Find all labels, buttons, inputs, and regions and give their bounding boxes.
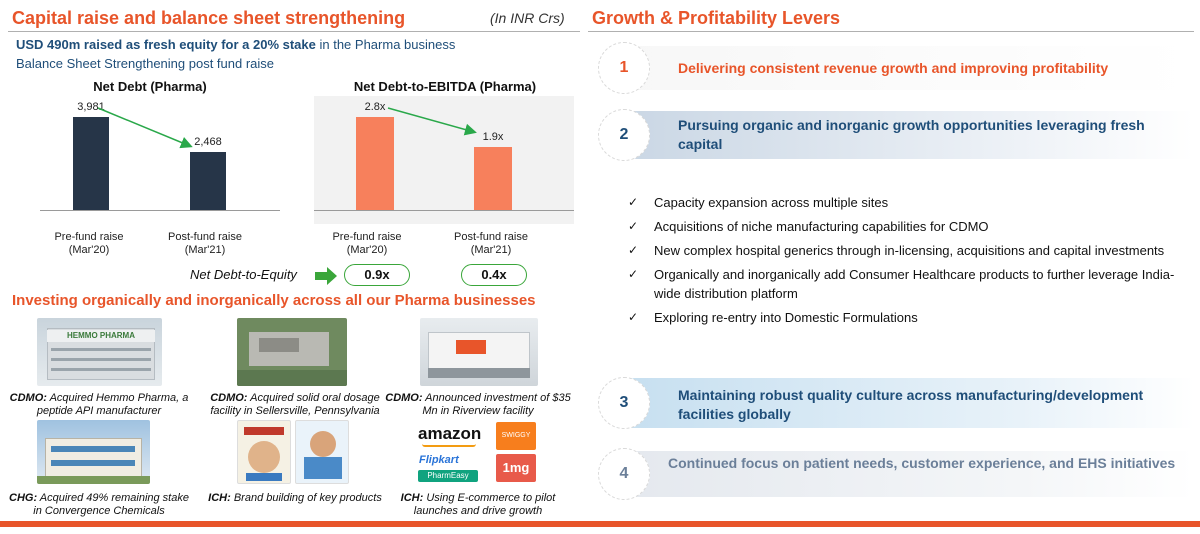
fund-raise-highlight: USD 490m raised as fresh equity for a 20… — [16, 37, 316, 52]
net-debt-bar-pre — [73, 117, 109, 210]
net-debt-xlabel-pre: Pre-fund raise (Mar'20) — [54, 231, 124, 256]
sellersville-facility-photo — [237, 318, 347, 386]
lever-3-number: 3 — [619, 394, 629, 411]
fund-raise-summary: USD 490m raised as fresh equity for a 20… — [16, 37, 455, 52]
debt-ebitda-bar-pre — [356, 117, 394, 210]
1mg-logo: 1mg — [496, 454, 536, 482]
check-icon: ✓ — [628, 267, 639, 281]
net-debt-to-equity-label: Net Debt-to-Equity — [190, 267, 297, 282]
fund-raise-rest: in the Pharma business — [315, 37, 456, 52]
net-debt-value-pre: 3,981 — [77, 101, 105, 113]
left-title-divider — [8, 31, 580, 32]
debt-ebitda-chart: 2.8x 1.9x — [314, 96, 574, 224]
lever-2-number: 2 — [619, 126, 629, 143]
equity-pre-pill: 0.9x — [344, 264, 410, 286]
lever-3-band — [616, 378, 1194, 428]
net-debt-chart: 3,981 2,468 — [40, 96, 280, 224]
convergence-chemicals-photo — [37, 420, 150, 484]
debt-ebitda-xlabel-pre: Pre-fund raise (Mar'20) — [332, 231, 402, 256]
lever-4-text: Continued focus on patient needs, custom… — [668, 455, 1176, 471]
right-section-title: Growth & Profitability Levers — [592, 8, 841, 28]
left-section-title: Capital raise and balance sheet strength… — [12, 8, 406, 28]
check-icon: ✓ — [628, 195, 639, 209]
flipkart-logo: Flipkart — [419, 454, 459, 466]
bullet-item: ✓ Exploring re-entry into Domestic Formul… — [628, 310, 918, 325]
net-debt-trend-arrow — [97, 107, 193, 149]
caption-convergence: CHG: Acquired 49% remaining stake in Con… — [9, 492, 189, 517]
debt-ebitda-trend-arrow — [387, 107, 477, 136]
net-debt-value-post: 2,468 — [194, 136, 222, 148]
debt-ebitda-value-pre: 2.8x — [364, 101, 386, 113]
hemmo-pharma-sign: HEMMO PHARMA — [67, 331, 135, 340]
net-debt-bar-post — [190, 152, 226, 210]
bullet-item: ✓ Capacity expansion across multiple site… — [628, 195, 889, 210]
ecommerce-logos: amazon Flipkart PharmEasy SWIGGY 1mg — [418, 420, 542, 484]
net-debt-chart-title: Net Debt (Pharma) — [93, 79, 207, 94]
debt-ebitda-baseline — [314, 210, 574, 211]
caption-sellersville: CDMO: Acquired solid oral dosage facilit… — [210, 392, 380, 417]
bullet-item: ✓ Organically and inorganically add Consu… — [628, 267, 1175, 301]
bullet-item: ✓ Acquisitions of niche manufacturing cap… — [628, 219, 989, 234]
lever-1-text: Delivering consistent revenue growth and… — [678, 60, 1109, 76]
caption-ich-brand: ICH: Brand building of key products — [208, 492, 382, 504]
debt-ebitda-bar-post — [474, 147, 512, 210]
caption-riverview: CDMO: Announced investment of $35 Mn in … — [385, 392, 571, 417]
investing-section-title: Investing organically and inorganically … — [12, 292, 536, 309]
lever-4-number: 4 — [619, 465, 629, 482]
lever-1-number: 1 — [619, 59, 629, 76]
lever-2-circle: 2 — [598, 109, 650, 161]
net-debt-xlabel-post: Post-fund raise (Mar'21) — [168, 231, 242, 256]
debt-ebitda-chart-title: Net Debt-to-EBITDA (Pharma) — [353, 79, 537, 94]
green-arrow-icon — [315, 267, 337, 285]
lever-4-band — [616, 451, 1194, 497]
lever-1-circle: 1 — [598, 42, 650, 94]
balance-sheet-subtitle: Balance Sheet Strengthening post fund ra… — [16, 56, 275, 71]
debt-ebitda-value-post: 1.9x — [482, 131, 504, 143]
swiggy-logo: SWIGGY — [496, 422, 536, 450]
unit-note: (In INR Crs) — [490, 10, 565, 26]
check-icon: ✓ — [628, 219, 639, 233]
lever-4-circle: 4 — [598, 448, 650, 500]
lever-2-band — [616, 111, 1194, 159]
ich-brand-ad-photo-2 — [295, 420, 349, 484]
lever-1-band — [616, 46, 1194, 90]
net-debt-baseline — [40, 210, 280, 211]
check-icon: ✓ — [628, 310, 639, 324]
hemmo-pharma-photo: HEMMO PHARMA — [37, 318, 162, 386]
amazon-smile-icon — [422, 444, 476, 447]
lever-3-circle: 3 — [598, 377, 650, 429]
amazon-logo: amazon — [418, 424, 482, 443]
lever-3-text: Maintaining robust quality culture acros… — [678, 387, 1144, 422]
caption-ecommerce: ICH: Using E-commerce to pilot launches … — [400, 492, 556, 517]
check-icon: ✓ — [628, 243, 639, 257]
right-title-divider — [588, 31, 1194, 32]
bullet-item: ✓ New complex hospital generics through i… — [628, 243, 1165, 258]
pharmeasy-logo: PharmEasy — [418, 470, 478, 482]
caption-hemmo: CDMO: Acquired Hemmo Pharma, a peptide A… — [9, 392, 189, 417]
debt-ebitda-xlabel-post: Post-fund raise (Mar'21) — [454, 231, 528, 256]
equity-post-pill: 0.4x — [461, 264, 527, 286]
lever-2-bullet-list: ✓ Capacity expansion across multiple site… — [628, 193, 1188, 332]
footer-accent-bar — [0, 521, 1200, 527]
ich-brand-ad-photo-1 — [237, 420, 291, 484]
riverview-facility-photo — [420, 318, 538, 386]
lever-2-text: Pursuing organic and inorganic growth op… — [678, 117, 1145, 152]
